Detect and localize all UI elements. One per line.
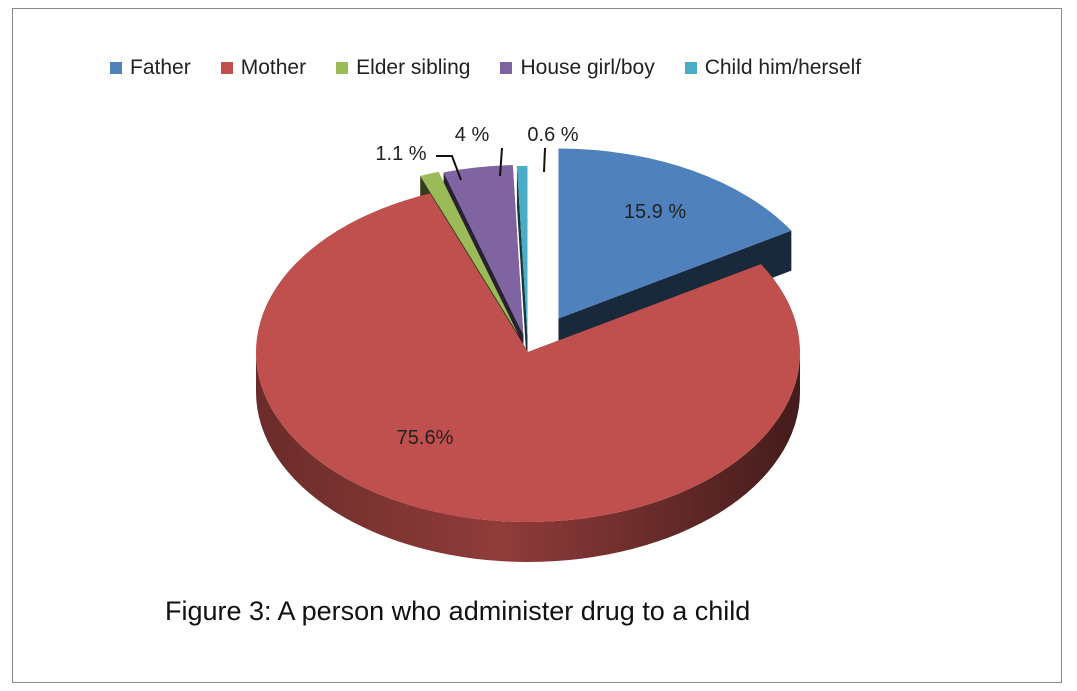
data-label-father: 15.9 %	[624, 201, 686, 223]
leader-line-house-girl-boy	[499, 147, 503, 177]
legend-item-house-girl-boy: House girl/boy	[500, 56, 655, 80]
leader-line-child-him-herself	[543, 147, 546, 173]
leader-line-elder-sibling	[436, 155, 462, 181]
data-label-child-him-herself: 0.6 %	[527, 124, 578, 146]
legend-label: Child him/herself	[704, 56, 862, 79]
legend: Father Mother Elder sibling House girl/boy C…	[110, 52, 1010, 84]
chart-frame	[12, 8, 1062, 683]
legend-swatch	[220, 62, 233, 74]
legend-swatch	[500, 62, 513, 74]
legend-label: House girl/boy	[520, 56, 655, 79]
data-label-elder-sibling: 1.1 %	[375, 143, 426, 165]
legend-swatch	[110, 62, 122, 74]
legend-swatch	[684, 62, 697, 74]
legend-item-father: Father	[110, 56, 191, 80]
figure-caption: Figure 3: A person who administer drug t…	[165, 596, 751, 626]
legend-item-mother: Mother	[220, 56, 307, 80]
legend-item-elder-sibling: Elder sibling	[336, 56, 470, 80]
legend-swatch	[336, 62, 349, 74]
pie-slice-mother	[255, 193, 800, 562]
data-label-house-girl-boy: 4 %	[455, 124, 490, 146]
data-label-mother: 75.6%	[397, 427, 454, 449]
legend-label: Father	[130, 56, 191, 79]
legend-label: Mother	[240, 56, 307, 79]
legend-label: Elder sibling	[356, 56, 471, 79]
pie-slice-child-him-herself	[516, 165, 528, 376]
legend-item-child-him-herself: Child him/herself	[684, 56, 862, 80]
